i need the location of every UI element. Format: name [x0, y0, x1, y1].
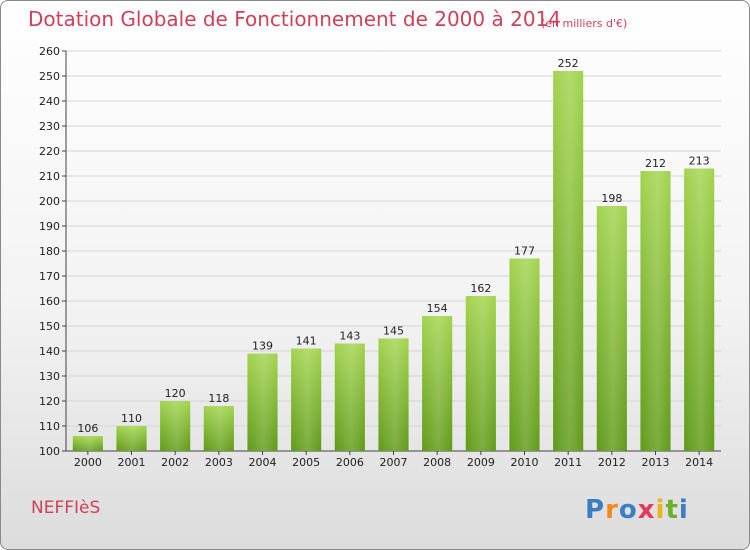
x-tick-label: 2009 — [467, 456, 495, 469]
y-tick-label: 160 — [39, 295, 60, 308]
y-tick-label: 220 — [39, 145, 60, 158]
y-tick-label: 200 — [39, 195, 60, 208]
x-tick-label: 2010 — [511, 456, 539, 469]
data-label: 212 — [645, 157, 666, 170]
x-tick-label: 2014 — [685, 456, 713, 469]
y-tick-label: 130 — [39, 370, 60, 383]
commune-name: NEFFIèS — [31, 498, 101, 518]
y-tick-label: 240 — [39, 95, 60, 108]
y-tick-label: 190 — [39, 220, 60, 233]
x-tick-label: 2002 — [161, 456, 189, 469]
bar-shine — [422, 316, 453, 451]
bar-shine — [596, 206, 627, 451]
data-label: 177 — [514, 245, 535, 258]
y-tick-label: 180 — [39, 245, 60, 258]
data-label: 118 — [208, 392, 229, 405]
data-label: 106 — [77, 422, 98, 435]
x-tick-label: 2007 — [380, 456, 408, 469]
x-tick-label: 2008 — [423, 456, 451, 469]
data-label: 143 — [339, 330, 360, 343]
y-tick-label: 120 — [39, 395, 60, 408]
proxiti-logo[interactable]: Proxiti — [583, 490, 693, 530]
x-tick-label: 2004 — [249, 456, 277, 469]
y-tick-label: 150 — [39, 320, 60, 333]
y-tick-label: 250 — [39, 70, 60, 83]
y-tick-label: 100 — [39, 445, 60, 458]
bar-shine — [509, 258, 540, 451]
bar-shine — [72, 436, 103, 451]
y-tick-label: 140 — [39, 345, 60, 358]
data-label: 198 — [601, 192, 622, 205]
bar-shine — [378, 338, 409, 451]
x-tick-label: 2005 — [292, 456, 320, 469]
bar-shine — [160, 401, 191, 451]
x-tick-label: 2006 — [336, 456, 364, 469]
bar-shine — [465, 296, 496, 451]
x-tick-label: 2013 — [642, 456, 670, 469]
bar-shine — [116, 426, 147, 451]
data-label: 213 — [689, 155, 710, 168]
bar-shine — [640, 171, 671, 451]
bar-shine — [291, 348, 322, 451]
x-tick-label: 2012 — [598, 456, 626, 469]
x-tick-label: 2003 — [205, 456, 233, 469]
data-label: 252 — [558, 57, 579, 70]
data-label: 139 — [252, 340, 273, 353]
bar-shine — [334, 343, 365, 451]
x-tick-label: 2001 — [118, 456, 146, 469]
data-label: 145 — [383, 325, 404, 338]
data-label: 162 — [470, 282, 491, 295]
data-label: 141 — [296, 335, 317, 348]
data-label: 110 — [121, 412, 142, 425]
data-label: 154 — [427, 302, 448, 315]
y-tick-label: 230 — [39, 120, 60, 133]
bar-shine — [684, 168, 715, 451]
chart-unit: (en milliers d'€) — [541, 17, 628, 30]
y-tick-label: 260 — [39, 45, 60, 58]
svg-text:Proxiti: Proxiti — [585, 495, 689, 525]
y-tick-label: 110 — [39, 420, 60, 433]
x-tick-label: 2000 — [74, 456, 102, 469]
x-tick-label: 2011 — [554, 456, 582, 469]
chart-title: Dotation Globale de Fonctionnement de 20… — [28, 7, 561, 31]
bar-shine — [247, 353, 278, 451]
y-tick-label: 210 — [39, 170, 60, 183]
y-tick-label: 170 — [39, 270, 60, 283]
data-label: 120 — [165, 387, 186, 400]
bar-shine — [203, 406, 234, 451]
bar-shine — [553, 71, 584, 451]
